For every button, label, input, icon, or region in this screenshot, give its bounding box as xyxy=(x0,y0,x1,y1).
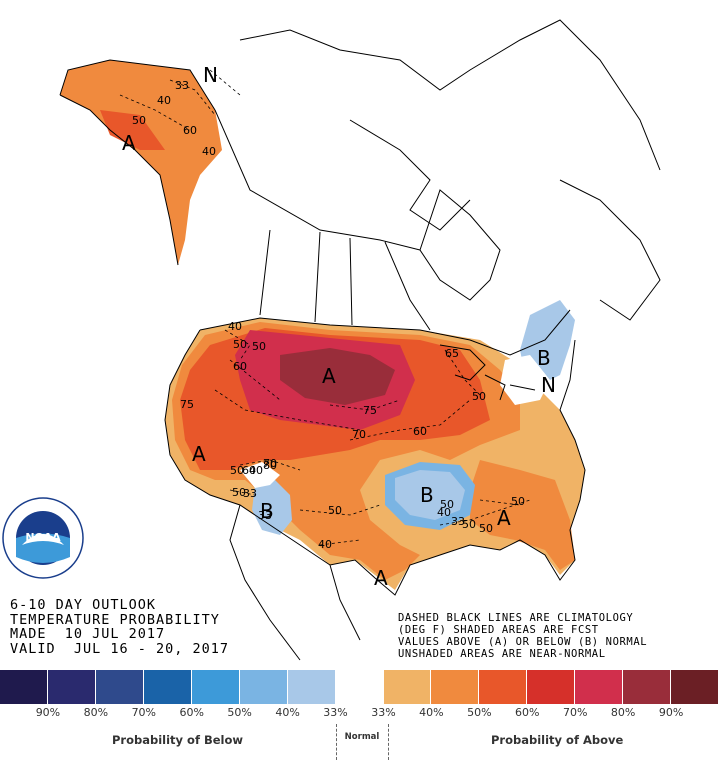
colorbar-cell xyxy=(47,670,96,704)
svg-text:NOAA: NOAA xyxy=(25,531,61,544)
above-caption: Probability of Above xyxy=(491,733,624,747)
svg-text:50: 50 xyxy=(252,340,266,353)
svg-text:40: 40 xyxy=(249,464,263,477)
california-above-label: A xyxy=(192,442,206,466)
northeast-normal xyxy=(500,355,550,405)
colorbar-tick-label: 33% xyxy=(323,706,348,719)
southwest-below-label: B xyxy=(260,499,274,523)
colorbar-cell xyxy=(0,670,48,704)
southeast-shade-50 xyxy=(470,460,575,570)
canada-us-border xyxy=(199,309,571,356)
texas-above-label: A xyxy=(374,566,388,590)
svg-text:50: 50 xyxy=(462,518,476,531)
below-caption: Probability of Below xyxy=(112,733,243,747)
svg-text:50: 50 xyxy=(233,338,247,351)
svg-text:40: 40 xyxy=(202,145,216,158)
great-lakes xyxy=(439,344,536,401)
colorbar-cell xyxy=(335,670,384,704)
colorbar-tick-label: 90% xyxy=(35,706,61,719)
southwest-below-white xyxy=(240,462,280,488)
colorbar-ticks: 90% 80% 70% 60% 50% 40% 33% 33% 40% 50% 60% 70% 80% 9… xyxy=(0,706,719,722)
hudson-bay xyxy=(419,189,501,301)
svg-text:50: 50 xyxy=(230,464,244,477)
northeast-normal-label: N xyxy=(541,373,556,397)
colorbar-tick-label: 40% xyxy=(275,706,300,719)
colorbar-cell xyxy=(575,670,624,704)
probability-colorbar xyxy=(0,670,719,704)
svg-text:50: 50 xyxy=(440,498,454,511)
svg-text:80: 80 xyxy=(263,459,277,472)
alaska-outline xyxy=(59,59,216,266)
colorbar-tick-label: 40% xyxy=(419,706,444,719)
colorbar-tick-label: 80% xyxy=(83,706,109,719)
colorbar-cell xyxy=(95,670,144,704)
colorbar-cell xyxy=(479,670,528,704)
outlook-notes: DASHED BLACK LINES ARE CLIMATOLOGY (DEG F… xyxy=(398,612,648,660)
svg-text:50: 50 xyxy=(479,522,493,535)
colorbar-cell xyxy=(431,670,480,704)
mexico-outline xyxy=(229,504,361,661)
colorbar-tick-label: 70% xyxy=(131,706,157,719)
colorbar-cell xyxy=(527,670,576,704)
colorbar-tick-label: 60% xyxy=(515,706,540,719)
normal-divider-left xyxy=(336,724,338,760)
svg-text:40: 40 xyxy=(157,94,171,107)
colorbar-tick-label: 50% xyxy=(467,706,492,719)
noaa-logo: NOAA xyxy=(2,497,84,583)
canada-provinces xyxy=(214,109,431,331)
colorbar-cell xyxy=(239,670,288,704)
svg-text:50: 50 xyxy=(132,114,146,127)
svg-text:50: 50 xyxy=(511,495,525,508)
alaska-normal-label: N xyxy=(203,63,218,87)
conus-shade-80 xyxy=(280,348,395,405)
plains-above-label: A xyxy=(322,364,336,388)
svg-text:70: 70 xyxy=(263,457,277,470)
outlook-title: 6-10 DAY OUTLOOK TEMPERATURE PROBABILITY M… xyxy=(10,597,230,657)
svg-text:75: 75 xyxy=(363,404,377,417)
svg-text:60: 60 xyxy=(413,425,427,438)
southwest-below xyxy=(252,480,292,535)
colorbar-tick-label: 60% xyxy=(179,706,204,719)
svg-text:50: 50 xyxy=(472,390,486,403)
svg-text:33: 33 xyxy=(451,515,465,528)
svg-text:33: 33 xyxy=(243,487,257,500)
normal-divider-right xyxy=(388,724,390,760)
svg-text:65: 65 xyxy=(445,347,459,360)
svg-text:33: 33 xyxy=(175,79,189,92)
colorbar-tick-label: 33% xyxy=(371,706,396,719)
colorbar-tick-label: 70% xyxy=(562,706,588,719)
normal-caption: Normal xyxy=(344,732,380,742)
colorbar-tick-label: 80% xyxy=(610,706,636,719)
svg-text:50: 50 xyxy=(328,504,342,517)
colorbar-tick-label: 50% xyxy=(227,706,252,719)
svg-text:60: 60 xyxy=(183,124,197,137)
southeast-above-label: A xyxy=(497,506,511,530)
alaska-shade-inner xyxy=(100,110,165,150)
svg-text:40: 40 xyxy=(437,506,451,519)
alaska-above-label: A xyxy=(122,131,136,155)
colorbar-cell xyxy=(383,670,432,704)
colorbar-cell xyxy=(287,670,336,704)
svg-text:40: 40 xyxy=(228,320,242,333)
northeast-below-label: B xyxy=(537,346,551,370)
outlook-map: A A A A A B B B N N 33 40 50 60 40 40 50… xyxy=(59,19,661,661)
colorbar-cell xyxy=(623,670,672,704)
alaska-shade xyxy=(60,60,222,265)
us-outline xyxy=(164,329,586,596)
svg-text:33: 33 xyxy=(258,509,272,522)
colorbar-cell xyxy=(191,670,240,704)
south-central-below-label: B xyxy=(420,483,434,507)
colorbar-cell xyxy=(143,670,192,704)
canada-arctic xyxy=(239,19,661,321)
colorbar-tick-label: 90% xyxy=(658,706,684,719)
svg-text:75: 75 xyxy=(180,398,194,411)
svg-text:70: 70 xyxy=(352,428,366,441)
south-central-below-33 xyxy=(395,470,465,520)
svg-text:50: 50 xyxy=(232,486,246,499)
svg-text:60: 60 xyxy=(242,464,256,477)
svg-text:40: 40 xyxy=(318,538,332,551)
colorbar-cell xyxy=(671,670,719,704)
svg-text:60: 60 xyxy=(233,360,247,373)
